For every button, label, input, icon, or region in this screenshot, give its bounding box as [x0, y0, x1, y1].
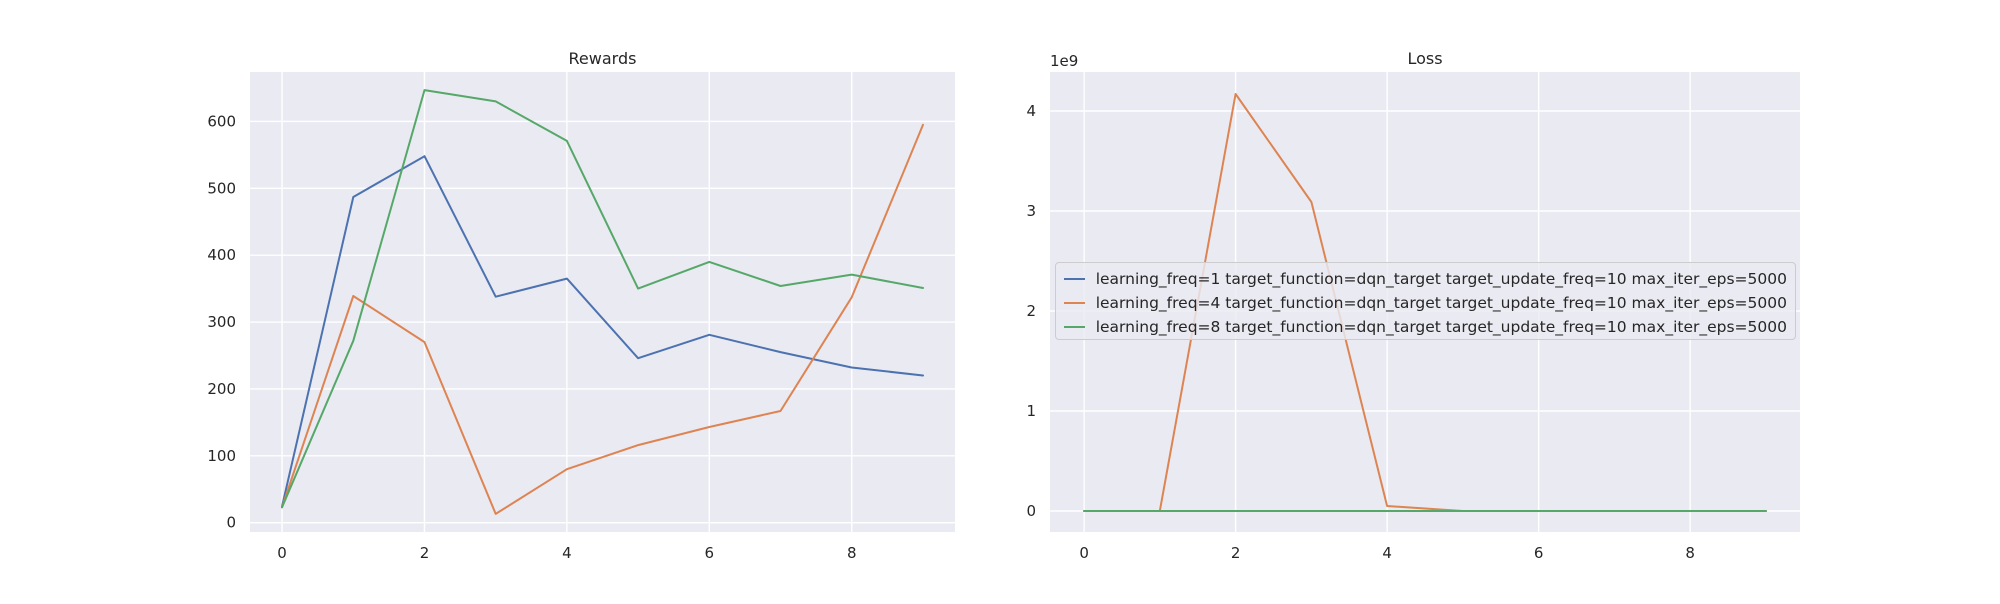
series-line	[281, 89, 924, 509]
legend-entry: learning_freq=4 target_function=dqn_targ…	[1064, 291, 1787, 315]
x-tick-label: 6	[1534, 544, 1544, 562]
y-tick-label: 300	[207, 313, 236, 331]
legend-label: learning_freq=4 target_function=dqn_targ…	[1095, 294, 1787, 312]
series-line	[281, 123, 924, 515]
rewards-axes: 0 2 4 6 8 0 100 200 300 400 500 600 Rewards	[207, 49, 955, 562]
y-tick-label: 0	[1026, 502, 1036, 520]
y-tick-label: 3	[1026, 202, 1036, 220]
chart-title: Loss	[1407, 49, 1442, 68]
legend: learning_freq=1 target_function=dqn_targ…	[1055, 262, 1796, 340]
y-tick-label: 100	[207, 447, 236, 465]
y-offset-label: 1e9	[1050, 52, 1078, 70]
x-tick-label: 4	[1382, 544, 1392, 562]
x-tick-label: 0	[277, 544, 287, 562]
y-tick-label: 4	[1026, 102, 1036, 120]
x-tick-label: 8	[1685, 544, 1695, 562]
y-tick-label: 1	[1026, 402, 1036, 420]
legend-swatch-blue	[1064, 278, 1085, 280]
y-tick-label: 0	[226, 514, 236, 532]
x-tick-label: 4	[562, 544, 572, 562]
x-tick-label: 0	[1079, 544, 1089, 562]
legend-entry: learning_freq=8 target_function=dqn_targ…	[1064, 315, 1787, 339]
y-tick-label: 400	[207, 246, 236, 264]
y-tick-label: 200	[207, 380, 236, 398]
legend-label: learning_freq=8 target_function=dqn_targ…	[1095, 318, 1787, 336]
y-tick-label: 500	[207, 179, 236, 197]
legend-swatch-green	[1064, 326, 1085, 328]
chart-title: Rewards	[569, 49, 637, 68]
x-tick-label: 2	[420, 544, 430, 562]
x-tick-label: 6	[705, 544, 715, 562]
x-tick-label: 8	[847, 544, 857, 562]
legend-swatch-orange	[1064, 302, 1085, 304]
legend-label: learning_freq=1 target_function=dqn_targ…	[1095, 270, 1787, 288]
y-tick-label: 600	[207, 112, 236, 130]
y-tick-label: 2	[1026, 302, 1036, 320]
x-tick-label: 2	[1231, 544, 1241, 562]
series-line	[281, 155, 924, 508]
legend-entry: learning_freq=1 target_function=dqn_targ…	[1064, 267, 1787, 291]
